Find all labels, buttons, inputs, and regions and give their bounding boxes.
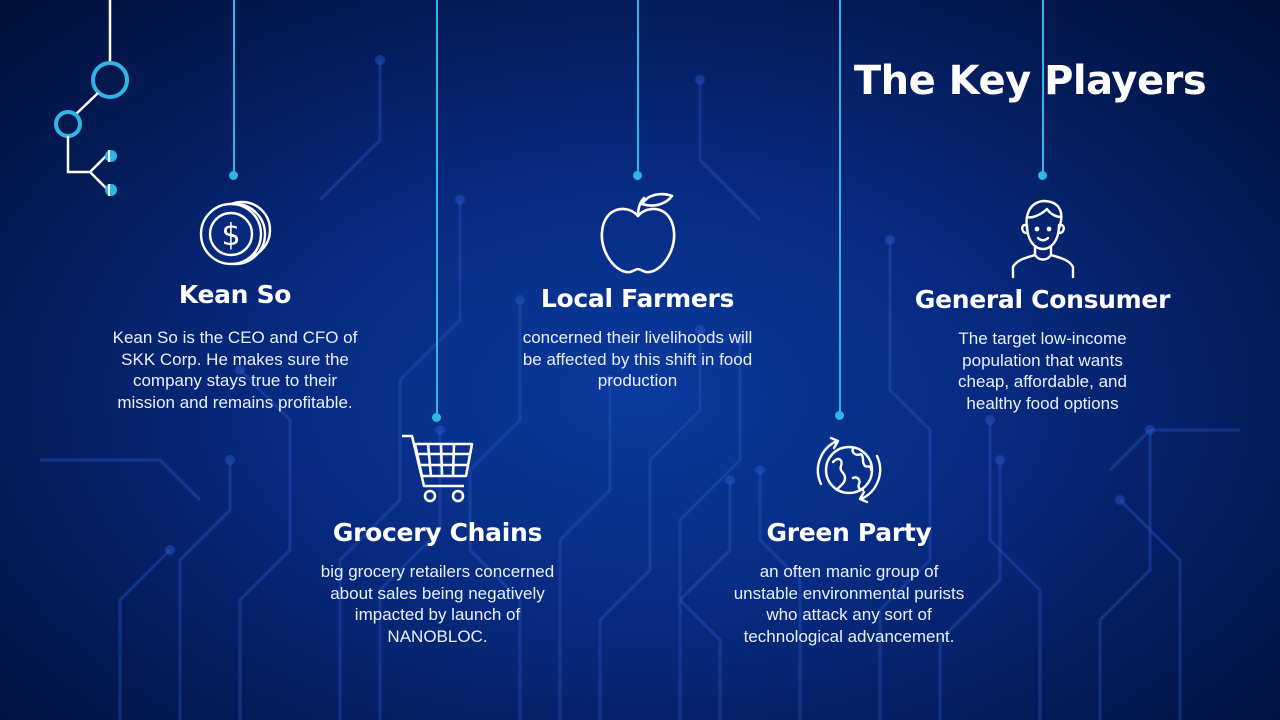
player-card-grocery-chains: Grocery Chains big grocery retailers con… bbox=[300, 430, 575, 647]
wire-general-consumer bbox=[1042, 0, 1044, 172]
shopping-cart-icon bbox=[401, 434, 473, 503]
player-description: concerned their livelihoods will be affe… bbox=[522, 328, 753, 390]
slide-title: The Key Players bbox=[853, 58, 1207, 104]
wire-grocery-chains bbox=[436, 0, 438, 414]
player-name: Kean So bbox=[178, 280, 292, 309]
wire-kean-so bbox=[233, 0, 235, 172]
wire-local-farmers bbox=[637, 0, 639, 172]
player-name: Grocery Chains bbox=[332, 518, 543, 547]
wire-dot bbox=[432, 413, 441, 422]
svg-text:$: $ bbox=[221, 218, 240, 253]
player-card-local-farmers: Local Farmers concerned their livelihood… bbox=[510, 190, 765, 392]
wire-dot bbox=[835, 411, 844, 420]
dollar-coins-icon: $ bbox=[199, 200, 272, 266]
player-description: Kean So is the CEO and CFO of SKK Corp. … bbox=[112, 328, 358, 412]
player-card-green-party: Green Party an often manic group of unst… bbox=[720, 432, 978, 647]
wire-dot bbox=[633, 171, 642, 180]
player-card-kean-so: $ Kean So Kean So is the CEO and CFO of … bbox=[105, 196, 365, 413]
wire-dot bbox=[229, 171, 238, 180]
player-name: General Consumer bbox=[914, 285, 1171, 314]
wire-green-party bbox=[839, 0, 841, 412]
player-card-general-consumer: General Consumer The target low-income p… bbox=[895, 195, 1190, 414]
player-description: The target low-income population that wa… bbox=[958, 329, 1127, 413]
apple-icon bbox=[600, 192, 675, 274]
person-icon bbox=[1011, 199, 1074, 279]
circuit-node-decoration bbox=[54, 0, 129, 196]
player-name: Green Party bbox=[766, 518, 932, 547]
globe-recycle-icon bbox=[816, 436, 882, 504]
player-description: big grocery retailers concerned about sa… bbox=[320, 562, 555, 646]
wire-dot bbox=[1038, 171, 1047, 180]
player-name: Local Farmers bbox=[540, 284, 735, 313]
player-description: an often manic group of unstable environ… bbox=[733, 562, 965, 646]
